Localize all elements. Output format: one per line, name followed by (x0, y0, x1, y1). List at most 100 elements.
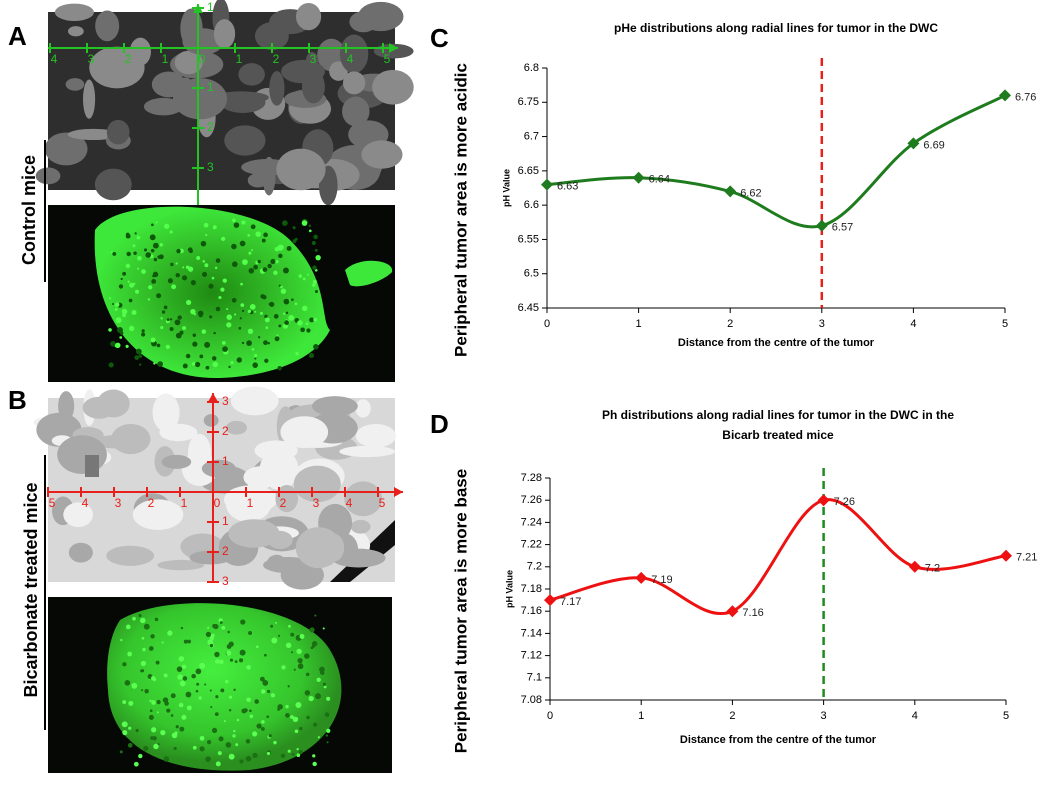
texture (204, 341, 211, 348)
y-axis-label: pH Value (501, 169, 511, 207)
texture (295, 702, 302, 709)
texture (192, 745, 197, 750)
texture (290, 632, 295, 637)
data-label: 7.21 (1016, 552, 1037, 564)
texture (232, 734, 236, 738)
texture (239, 649, 246, 656)
texture (156, 699, 161, 705)
texture (145, 252, 152, 258)
texture (247, 328, 254, 334)
texture (175, 262, 178, 265)
texture (209, 643, 214, 648)
texture (67, 26, 84, 37)
texture (204, 683, 207, 686)
texture (295, 2, 322, 31)
x-tick-label: 1 (638, 710, 644, 722)
texture (252, 752, 258, 758)
texture (205, 756, 211, 762)
texture (308, 224, 312, 228)
texture (269, 301, 275, 307)
texture (212, 361, 219, 368)
texture (54, 3, 94, 21)
axis-arrow (394, 487, 403, 497)
texture (220, 287, 225, 292)
texture (149, 234, 156, 241)
image-x-tick-label: 2 (125, 52, 132, 66)
texture (240, 619, 246, 625)
texture (210, 633, 215, 638)
texture (108, 362, 114, 368)
texture (131, 310, 137, 316)
texture (214, 266, 218, 270)
side-label: Peripheral tumor area is more base (451, 469, 470, 753)
image-y-tick-label: 2 (222, 424, 229, 438)
x-tick-label: 0 (544, 318, 550, 330)
texture (262, 680, 269, 686)
texture (274, 336, 280, 342)
texture (312, 754, 316, 758)
texture (304, 653, 310, 659)
texture (311, 240, 316, 246)
texture (159, 243, 163, 247)
texture (141, 332, 146, 337)
texture (186, 705, 192, 711)
texture (121, 721, 128, 728)
texture (314, 614, 317, 617)
texture (372, 69, 414, 105)
texture (239, 240, 246, 247)
texture (151, 700, 156, 705)
texture (306, 715, 310, 720)
texture (280, 753, 286, 759)
texture (191, 673, 196, 679)
texture (264, 317, 270, 323)
texture (342, 96, 370, 127)
texture (170, 693, 176, 699)
image-x-tick-label: 0 (214, 496, 221, 510)
texture (175, 725, 179, 729)
texture (285, 704, 289, 709)
axis-arrow (389, 43, 398, 53)
texture (122, 313, 126, 318)
texture (199, 746, 205, 752)
texture (129, 282, 135, 288)
texture (190, 308, 196, 315)
y-tick-label: 7.18 (521, 583, 542, 595)
texture (239, 759, 244, 764)
texture (234, 313, 237, 316)
texture (278, 284, 281, 287)
texture (314, 345, 317, 349)
texture (228, 519, 280, 548)
texture (265, 326, 269, 330)
x-tick-label: 3 (819, 318, 825, 330)
texture (331, 548, 386, 568)
texture (156, 343, 161, 348)
point-marker (908, 560, 921, 573)
texture (167, 278, 173, 284)
texture (203, 414, 219, 427)
texture (166, 318, 170, 322)
texture (196, 256, 201, 261)
x-tick-label: 5 (1003, 710, 1009, 722)
texture (215, 659, 220, 664)
texture (198, 696, 202, 700)
texture (282, 267, 289, 274)
texture (275, 259, 279, 264)
texture (189, 550, 232, 565)
texture (270, 258, 276, 265)
texture (202, 260, 206, 263)
texture (160, 326, 164, 330)
texture (227, 630, 230, 634)
texture (213, 623, 219, 630)
texture (231, 297, 237, 303)
image-x-tick-label: 4 (347, 52, 354, 66)
texture (82, 396, 116, 419)
texture (238, 63, 265, 86)
texture (239, 317, 242, 320)
texture (199, 662, 206, 669)
data-label: 7.2 (925, 563, 940, 575)
texture (255, 645, 259, 649)
texture (167, 630, 173, 636)
texture (222, 278, 228, 283)
texture (281, 59, 325, 84)
series-line (546, 94, 1006, 229)
